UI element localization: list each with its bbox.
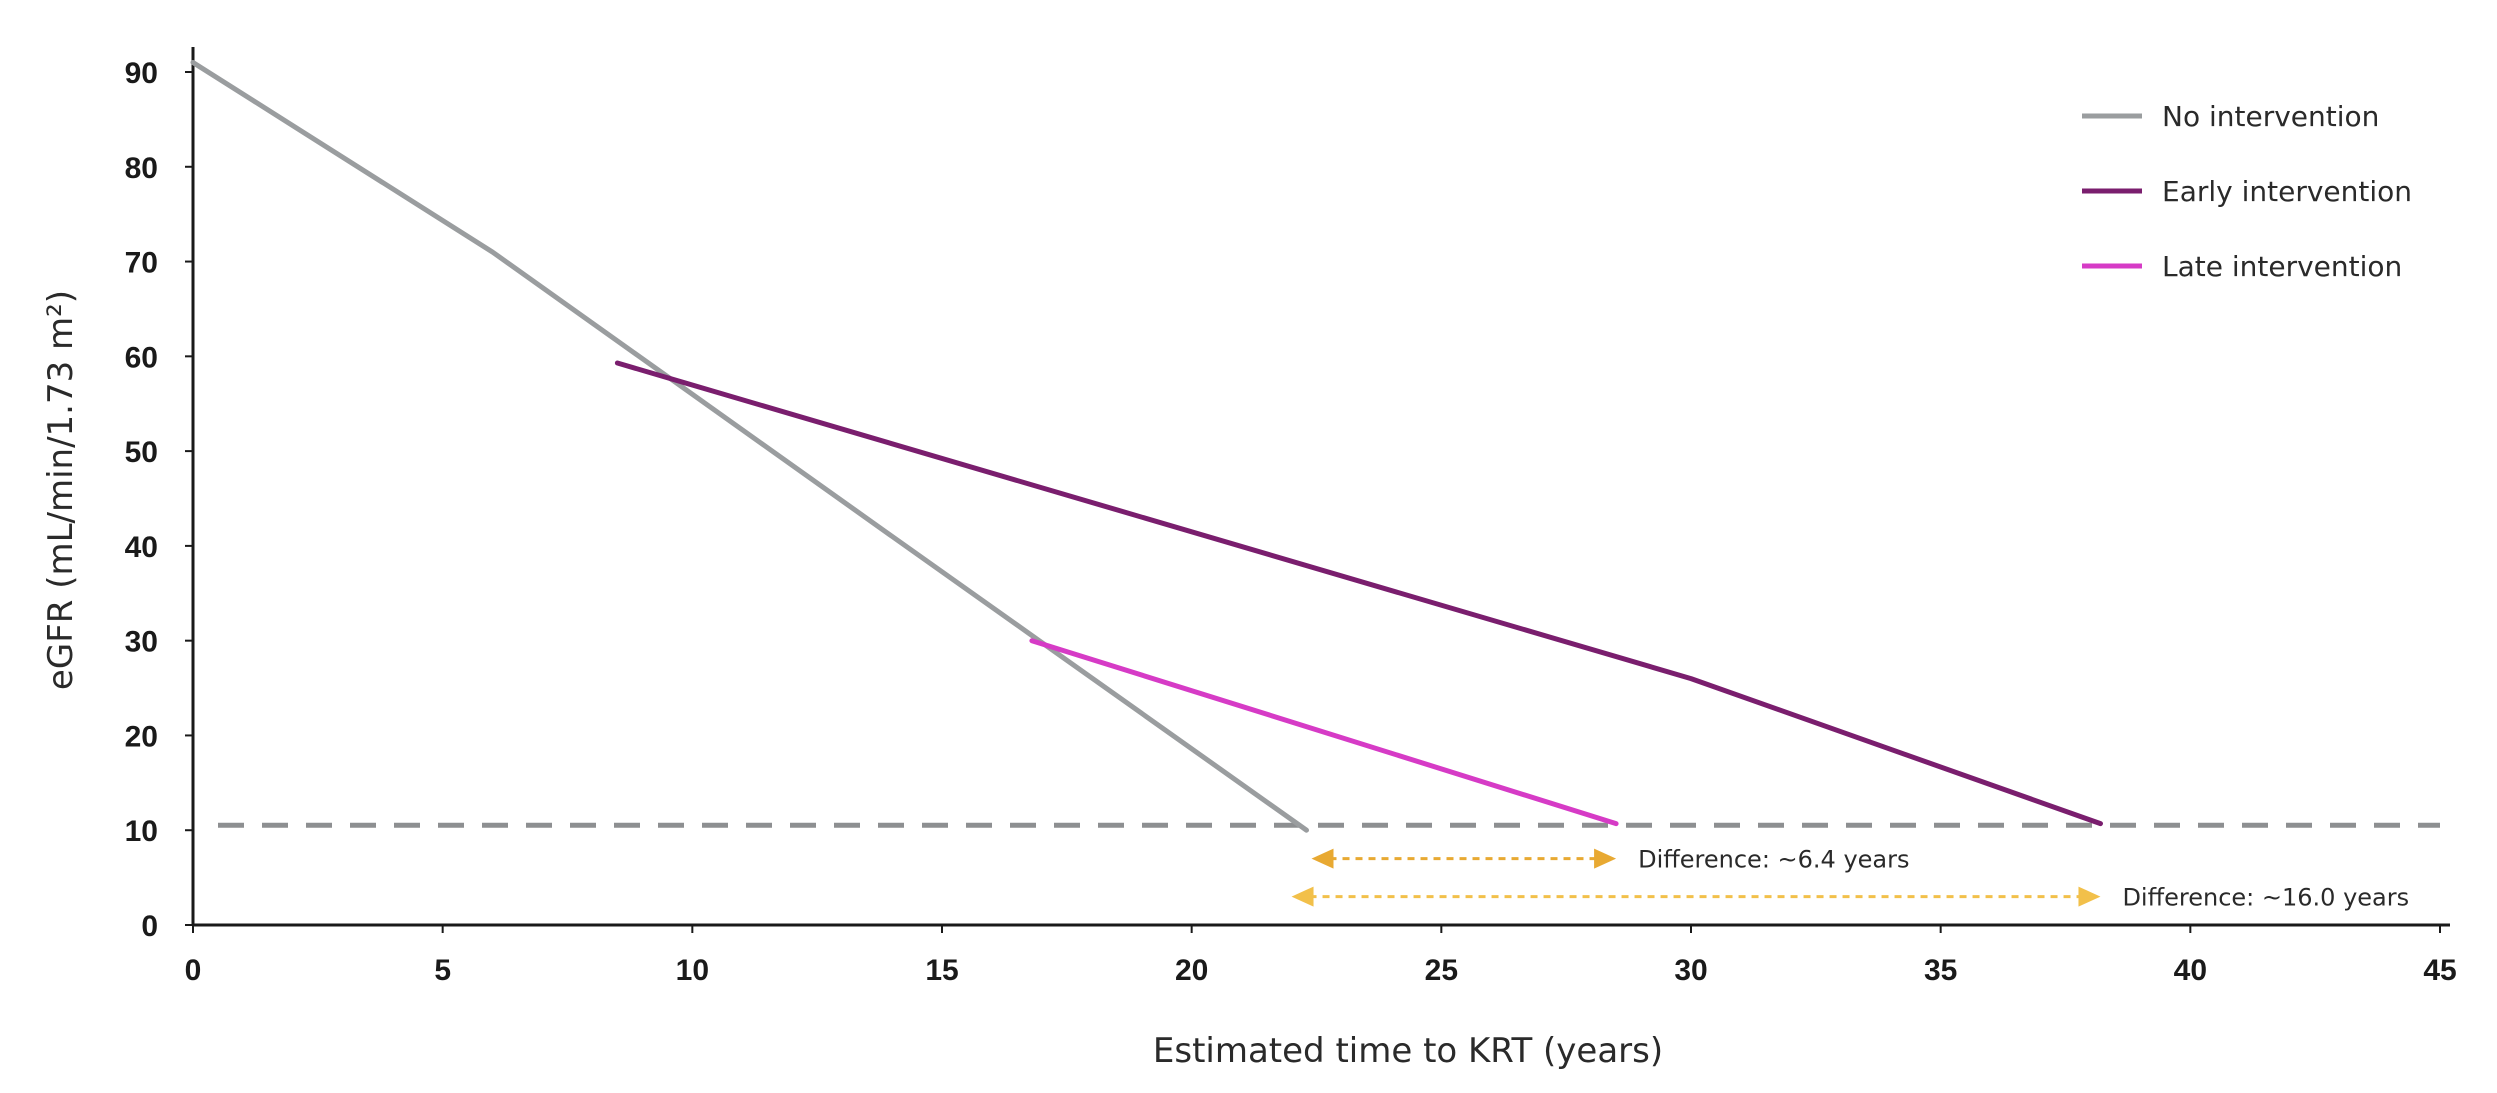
difference-label: Difference: ~16.0 years [2122, 884, 2409, 912]
legend-item-no-intervention: No intervention [2082, 100, 2379, 133]
x-tick-label: 40 [2174, 954, 2207, 987]
x-tick-label: 0 [185, 954, 202, 987]
series-line-no-intervention [190, 60, 1309, 833]
series-line-early-intervention [614, 360, 2103, 827]
legend: No intervention Early intervention Late in… [2082, 100, 2412, 283]
x-tick-label: 35 [1924, 954, 1957, 987]
difference-annotation-2: Difference: ~16.0 years [1291, 884, 2409, 912]
annotations-group: Difference: ~6.4 years Difference: ~16.0 … [1291, 846, 2409, 912]
x-tick-label: 30 [1674, 954, 1707, 987]
legend-item-early-intervention: Early intervention [2082, 175, 2412, 208]
x-tick-label: 15 [925, 954, 958, 987]
y-tick-label: 70 [125, 247, 158, 280]
legend-label: Late intervention [2162, 250, 2402, 283]
y-tick-label: 30 [125, 626, 158, 659]
series-line-late-intervention [1029, 638, 1619, 827]
x-tick-label: 45 [2423, 954, 2456, 987]
x-tick-label: 25 [1425, 954, 1458, 987]
legend-label: Early intervention [2162, 175, 2412, 208]
axes: 0 5 10 15 20 25 30 35 40 45 0 10 20 30 40 50 60 70 80 90 [125, 47, 2457, 987]
x-tick-label: 10 [676, 954, 709, 987]
y-tick-label: 0 [141, 910, 158, 943]
x-tick-label: 20 [1175, 954, 1208, 987]
y-tick-label: 20 [125, 720, 158, 753]
series-group [190, 60, 2103, 833]
legend-item-late-intervention: Late intervention [2082, 250, 2402, 283]
arrow-head-right [2078, 886, 2101, 907]
difference-label: Difference: ~6.4 years [1638, 846, 1909, 874]
x-tick-label: 5 [434, 954, 451, 987]
arrow-head-right [1594, 848, 1617, 869]
legend-label: No intervention [2162, 100, 2379, 133]
y-tick-label: 40 [125, 531, 158, 564]
arrow-head-left [1291, 886, 1314, 907]
arrow-head-left [1311, 848, 1334, 869]
x-axis-title: Estimated time to KRT (years) [1153, 1031, 1663, 1071]
y-tick-label: 80 [125, 152, 158, 185]
difference-annotation-1: Difference: ~6.4 years [1311, 846, 1910, 874]
y-tick-label: 90 [125, 57, 158, 90]
y-tick-label: 60 [125, 341, 158, 374]
y-axis-title: eGFR (mL/min/1.73 m²) [41, 290, 81, 690]
y-tick-label: 50 [125, 436, 158, 469]
y-tick-label: 10 [125, 815, 158, 848]
